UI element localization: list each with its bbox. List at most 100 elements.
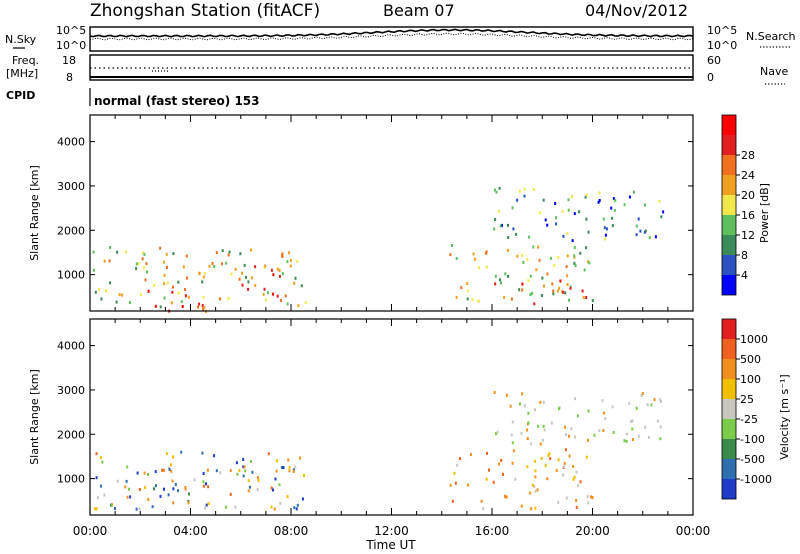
range-cell [628,195,631,199]
range-cell [276,459,279,463]
range-cell [163,273,166,277]
range-cell [304,301,307,305]
range-cell [99,456,102,460]
range-cell [658,199,661,203]
range-cell [493,188,496,192]
range-cell [555,222,558,226]
range-cell [187,295,190,299]
range-cell [467,483,470,487]
range-cell [537,245,540,249]
range-cell [493,227,496,231]
range-cell [466,282,469,285]
range-cell [477,266,480,270]
range-cell [146,270,149,274]
range-cell [534,459,537,463]
range-cell [499,278,501,282]
range-cell [480,499,483,503]
range-cell [284,294,287,298]
range-cell [201,304,204,308]
range-cell [639,229,642,233]
range-cell [125,479,128,483]
range-cell [286,260,289,264]
range-cell [143,252,146,256]
range-cell [535,268,538,272]
range-cell [494,282,497,286]
range-cell [472,252,475,256]
velocity-data [93,391,662,511]
range-cell [541,276,544,280]
range-cell [613,208,616,212]
range-cell [95,452,98,456]
range-cell [553,264,556,267]
colorbar-tick-label: 500 [740,353,761,366]
range-cell [526,465,529,469]
colorbar-swatch [722,479,736,499]
range-cell [602,217,605,221]
range-cell [202,275,205,279]
range-cell [578,210,581,214]
range-cell [162,260,165,264]
range-cell [276,267,279,271]
range-cell [648,236,651,240]
range-cell [257,479,260,482]
range-cell [238,277,241,281]
range-cell [581,289,584,293]
nsky-tick-bottom: 10^0 [56,39,86,52]
range-cell [500,458,503,462]
range-cell [571,239,574,243]
range-cell [96,496,99,500]
range-cell [598,191,601,195]
range-cell [236,472,239,476]
range-cell [559,279,562,283]
velocity-ylabel: Slant Range [km] [28,369,41,465]
range-cell [215,469,218,473]
time-tick-label: 12:00 [374,524,409,538]
range-cell [234,505,237,509]
range-cell [598,429,601,433]
y-tick-label: 3000 [57,384,85,397]
range-cell [224,505,227,509]
range-cell [177,291,180,295]
range-cell [137,262,140,265]
velocity-colorbar: 1000 500 100 25 -25 -100 -500 -1000 [721,318,772,500]
range-cell [542,198,545,202]
range-cell [507,274,510,278]
freq-tick-top: 18 [62,54,76,67]
range-cell [623,203,626,207]
range-cell [539,211,542,215]
range-cell [646,403,649,407]
range-cell [557,458,560,462]
range-cell [113,507,116,510]
range-cell [276,294,279,298]
range-cell [263,287,266,291]
range-cell [147,498,150,502]
range-cell [504,272,507,276]
range-cell [587,260,590,264]
range-cell [515,232,518,236]
colorbar-tick-label: 16 [741,209,755,222]
range-cell [281,272,284,276]
range-cell [518,189,521,193]
range-cell [213,265,216,268]
range-cell [109,281,112,285]
range-cell [532,245,535,249]
range-cell [641,392,644,395]
range-cell [202,472,205,475]
range-cell [612,197,615,201]
range-cell [546,272,549,276]
range-cell [182,265,185,269]
range-cell [187,501,190,505]
range-cell [287,458,290,462]
range-cell [247,489,250,493]
range-cell [453,471,456,475]
colorbar-swatch [722,255,736,275]
range-cell [527,421,530,425]
range-cell [172,285,174,289]
range-cell [540,456,543,460]
range-cell [604,417,607,421]
colorbar-swatch [722,419,736,439]
nsky-frame [89,26,694,52]
colorbar-tick-label: 24 [741,169,755,182]
range-cell [172,455,174,459]
range-cell [242,465,245,469]
